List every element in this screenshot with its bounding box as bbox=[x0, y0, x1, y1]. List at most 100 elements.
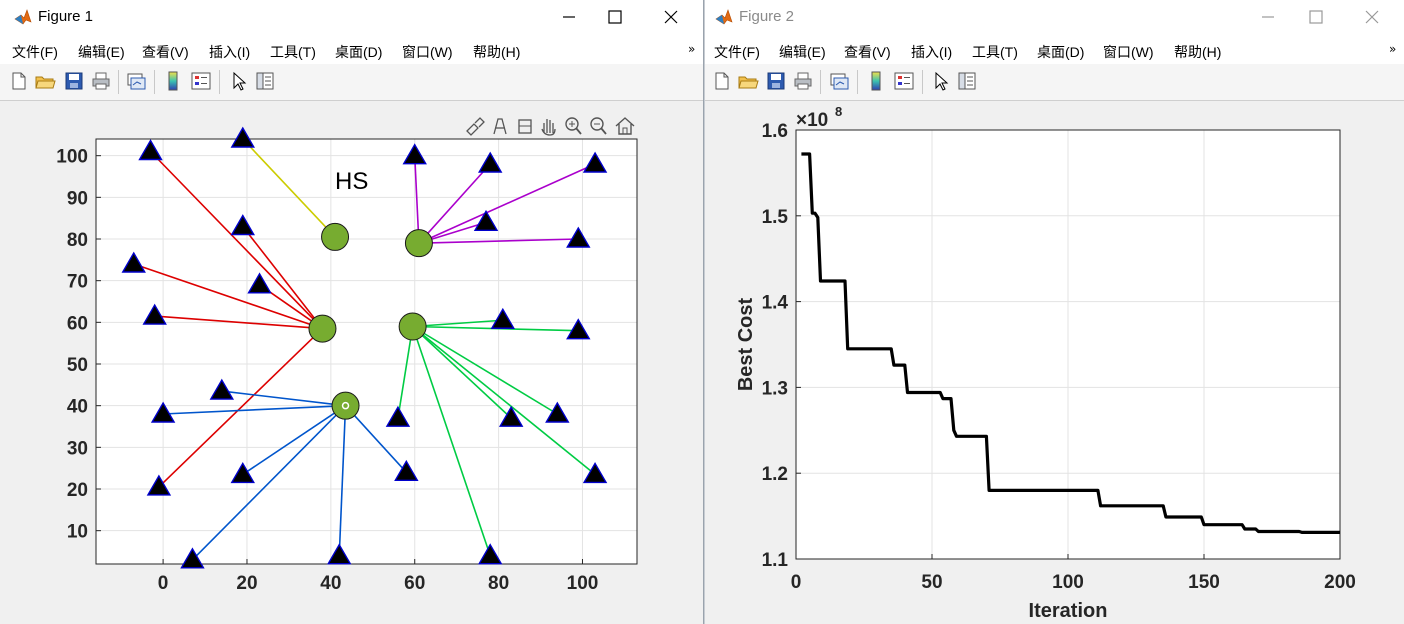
home-icon[interactable] bbox=[615, 117, 635, 135]
cluster-head-marker bbox=[398, 312, 427, 341]
print-icon[interactable] bbox=[90, 70, 112, 92]
menu-window[interactable]: 窗口(W) bbox=[1103, 44, 1154, 60]
matlab-logo-icon bbox=[14, 9, 32, 25]
best-cost-line bbox=[801, 152, 1340, 534]
y-tick-label: 1.5 bbox=[762, 207, 789, 228]
cluster-head-marker bbox=[321, 222, 350, 251]
menu-insert[interactable]: 插入(I) bbox=[209, 44, 251, 60]
menu-file[interactable]: 文件(F) bbox=[714, 44, 760, 60]
y-tick-label: 1.1 bbox=[762, 550, 789, 571]
x-tick-label: 200 bbox=[1324, 572, 1356, 593]
new-figure-icon[interactable] bbox=[8, 70, 30, 92]
close-icon[interactable] bbox=[1349, 2, 1395, 32]
open-file-icon[interactable] bbox=[737, 70, 759, 92]
figure2-toolbar bbox=[705, 64, 1404, 101]
insert-colorbar-icon[interactable] bbox=[162, 70, 184, 92]
brush-icon[interactable] bbox=[466, 117, 485, 136]
y-tick-label: 1.3 bbox=[762, 378, 788, 399]
figure1-toolbar bbox=[0, 64, 703, 101]
property-inspector-icon[interactable] bbox=[254, 70, 276, 92]
sensor-node-marker bbox=[230, 462, 255, 484]
print-icon[interactable] bbox=[792, 70, 814, 92]
menu-edit[interactable]: 编辑(E) bbox=[779, 44, 826, 60]
zoom-in-icon[interactable] bbox=[565, 117, 582, 135]
menu-tools[interactable]: 工具(T) bbox=[972, 44, 1018, 60]
insert-legend-icon[interactable] bbox=[893, 70, 915, 92]
menu-window[interactable]: 窗口(W) bbox=[402, 44, 453, 60]
maximize-icon[interactable] bbox=[1293, 2, 1339, 32]
menu-desktop[interactable]: 桌面(D) bbox=[335, 44, 383, 60]
menu-insert[interactable]: 插入(I) bbox=[911, 44, 953, 60]
new-figure-icon[interactable] bbox=[711, 70, 733, 92]
link-line bbox=[418, 163, 596, 244]
menu-file[interactable]: 文件(F) bbox=[12, 44, 58, 60]
link-line bbox=[418, 163, 491, 244]
edit-plot-icon[interactable] bbox=[228, 70, 250, 92]
x-tick-label: 20 bbox=[236, 573, 257, 594]
figure2-canvas: 0 50 100 150 200 1.1 1.2 1.3 1.4 1.5 1.6 ×10 8 Iterat… bbox=[705, 101, 1404, 624]
figure1-menubar: 文件(F) 编辑(E) 查看(V) 插入(I) 工具(T) 桌面(D) 窗口(W… bbox=[0, 34, 703, 65]
menu-help[interactable]: 帮助(H) bbox=[1174, 44, 1222, 60]
figure1-titlebar: Figure 1 bbox=[0, 0, 703, 34]
menu-desktop[interactable]: 桌面(D) bbox=[1037, 44, 1085, 60]
link-line bbox=[397, 326, 414, 419]
link-plot-icon[interactable] bbox=[828, 70, 850, 92]
link-line bbox=[412, 325, 558, 415]
save-icon[interactable] bbox=[765, 70, 787, 92]
link-line bbox=[412, 325, 596, 476]
x-axis-label: Iteration bbox=[1029, 600, 1108, 622]
save-icon[interactable] bbox=[63, 70, 85, 92]
data-tips-icon[interactable] bbox=[493, 118, 507, 135]
y-tick-label: 20 bbox=[67, 480, 88, 501]
maximize-icon[interactable] bbox=[592, 2, 638, 32]
insert-legend-icon[interactable] bbox=[190, 70, 212, 92]
link-plot-icon[interactable] bbox=[125, 70, 147, 92]
y-tick-label: 1.4 bbox=[762, 293, 789, 314]
axes-toolbar bbox=[466, 117, 635, 136]
link-line bbox=[133, 263, 323, 330]
menu-overflow-icon[interactable]: » bbox=[1389, 42, 1397, 56]
x-tick-label: 60 bbox=[404, 573, 425, 594]
sensor-node-marker bbox=[385, 405, 411, 427]
figure2-titlebar: Figure 2 bbox=[705, 0, 1404, 34]
toolbar-separator bbox=[922, 70, 923, 94]
sensor-node-marker bbox=[142, 303, 167, 325]
insert-colorbar-icon[interactable] bbox=[865, 70, 887, 92]
window-title: Figure 1 bbox=[38, 8, 94, 25]
cluster-head-marker bbox=[404, 229, 433, 258]
link-line bbox=[149, 150, 324, 330]
x-tick-label: 0 bbox=[791, 572, 802, 593]
link-line bbox=[242, 226, 324, 330]
link-line bbox=[221, 390, 346, 407]
window-title: Figure 2 bbox=[739, 8, 795, 25]
x-tick-label: 0 bbox=[158, 573, 169, 594]
menu-help[interactable]: 帮助(H) bbox=[473, 44, 521, 60]
toolbar-separator bbox=[857, 70, 858, 94]
menu-tools[interactable]: 工具(T) bbox=[270, 44, 316, 60]
x-tick-label: 50 bbox=[921, 572, 942, 593]
menu-overflow-icon[interactable]: » bbox=[688, 42, 696, 56]
sensor-node-marker bbox=[566, 226, 591, 248]
rotate-icon[interactable] bbox=[518, 119, 532, 134]
link-line bbox=[242, 405, 346, 476]
link-line bbox=[344, 405, 407, 473]
close-icon[interactable] bbox=[648, 2, 694, 32]
minimize-icon[interactable] bbox=[546, 2, 592, 32]
network-scatter-chart[interactable]: 0 20 40 60 80 100 10 20 30 40 50 60 70 80 90 100 HS bbox=[0, 101, 703, 624]
figure2-menubar: 文件(F) 编辑(E) 查看(V) 插入(I) 工具(T) 桌面(D) 窗口(W… bbox=[705, 34, 1404, 65]
best-cost-line-chart[interactable]: 0 50 100 150 200 1.1 1.2 1.3 1.4 1.5 1.6 ×10 8 Iterat… bbox=[705, 101, 1404, 624]
plot-area bbox=[96, 139, 637, 564]
menu-edit[interactable]: 编辑(E) bbox=[78, 44, 125, 60]
menu-view[interactable]: 查看(V) bbox=[844, 44, 891, 60]
zoom-out-icon[interactable] bbox=[590, 117, 607, 135]
open-file-icon[interactable] bbox=[34, 70, 56, 92]
menu-view[interactable]: 查看(V) bbox=[142, 44, 189, 60]
property-inspector-icon[interactable] bbox=[956, 70, 978, 92]
link-line bbox=[158, 328, 324, 488]
sensor-node-marker bbox=[121, 251, 146, 273]
sensor-node-marker bbox=[478, 543, 503, 565]
minimize-icon[interactable] bbox=[1245, 2, 1291, 32]
sensor-node-marker bbox=[478, 151, 503, 173]
edit-plot-icon[interactable] bbox=[930, 70, 952, 92]
pan-icon[interactable] bbox=[541, 119, 556, 136]
